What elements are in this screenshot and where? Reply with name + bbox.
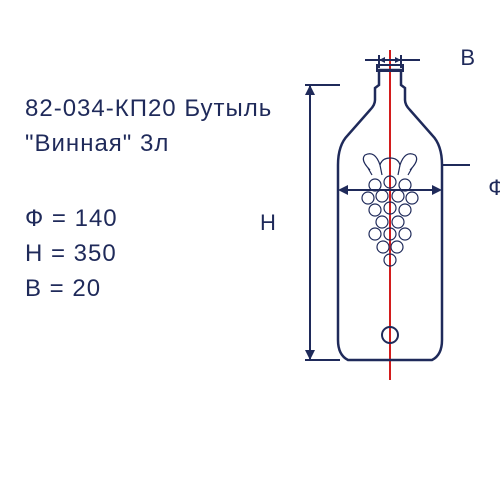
dimension-h: H = 350: [25, 240, 117, 268]
product-title-line1: 82-034-КП20 Бутыль: [25, 95, 272, 123]
dimension-phi: Ф = 140: [25, 205, 118, 233]
dimension-b: B = 20: [25, 275, 101, 303]
bottle-diagram: B Ф H: [290, 50, 490, 390]
product-title-line2: "Винная" 3л: [25, 130, 169, 158]
bottle-svg: [290, 50, 490, 390]
label-h: H: [260, 210, 276, 236]
label-phi: Ф: [488, 175, 500, 201]
label-b: B: [460, 45, 475, 71]
